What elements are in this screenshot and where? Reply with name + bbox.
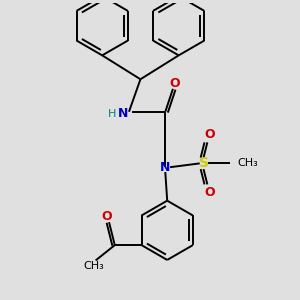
Text: CH₃: CH₃ (237, 158, 258, 168)
Text: O: O (102, 210, 112, 223)
Text: CH₃: CH₃ (83, 261, 104, 271)
Text: S: S (199, 156, 208, 170)
Text: H: H (108, 109, 116, 119)
Text: O: O (204, 128, 214, 141)
Text: N: N (160, 161, 170, 174)
Text: N: N (118, 107, 128, 120)
Text: O: O (204, 186, 214, 199)
Text: O: O (169, 76, 180, 90)
